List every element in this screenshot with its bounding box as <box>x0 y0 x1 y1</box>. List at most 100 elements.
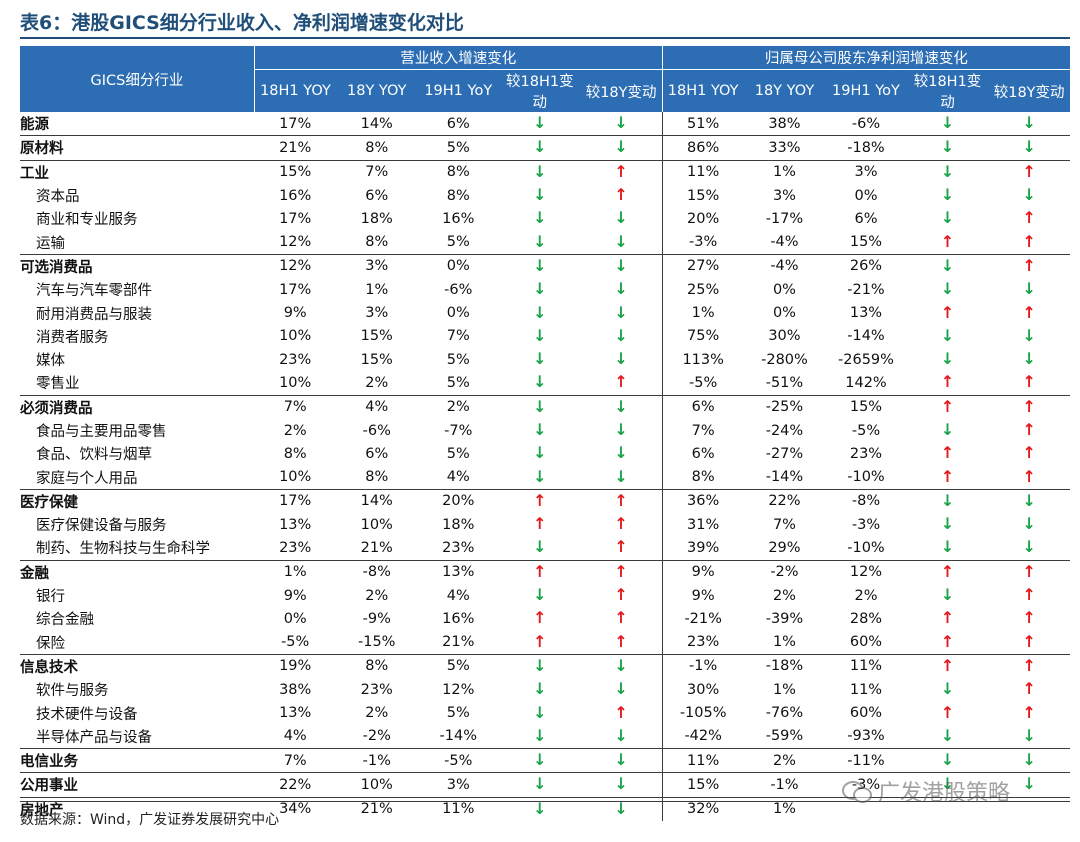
arrow-up-icon: ↑ <box>1022 679 1036 699</box>
table-row: 保险 -5% -15% 21% ↑ ↑ 23% 1% 60% ↑ ↑ <box>20 630 1070 655</box>
profit-growth-value: 30% <box>687 681 720 698</box>
arrow-down-icon: ↓ <box>614 113 628 133</box>
revenue-growth-value: 5% <box>417 135 500 161</box>
arrow-down-icon: ↓ <box>614 725 628 745</box>
revenue-growth-value: 10% <box>335 772 418 798</box>
corner-header: GICS细分行业 <box>20 46 255 112</box>
arrow-down-icon: ↓ <box>940 325 955 345</box>
profit-change-vs-18y: ↑ <box>988 253 1070 279</box>
revenue-change-vs-18y: ↑ <box>580 607 663 631</box>
arrow-down-icon: ↓ <box>1022 325 1036 345</box>
profit-growth-value: 7% <box>772 516 796 533</box>
table-row: 原材料 21% 8% 5% ↓ ↓ 86% 33% -18% ↓ ↓ <box>20 135 1070 161</box>
profit-growth-value: 8% <box>691 469 715 486</box>
revenue-growth-value: 23% <box>279 351 312 368</box>
arrow-up-icon: ↑ <box>1022 585 1036 605</box>
table-row: 零售业 10% 2% 5% ↓ ↑ -5% -51% 142% ↑ ↑ <box>20 371 1070 396</box>
industry-name: 制药、生物科技与生命科学 <box>36 541 210 558</box>
revenue-change-vs-18h1: ↓ <box>499 701 581 724</box>
profit-change-vs-18h1: ↓ <box>906 488 989 514</box>
industry-name: 半导体产品与设备 <box>36 729 152 746</box>
industry-name: 零售业 <box>36 376 80 393</box>
profit-growth-value: -11% <box>825 748 907 773</box>
revenue-change-vs-18y: ↑ <box>580 371 663 396</box>
profit-growth-value: -25% <box>743 394 826 419</box>
table-row: 半导体产品与设备 4% -2% -14% ↓ ↓ -42% -59% -93% ↓ ↓ <box>20 724 1070 749</box>
revenue-growth-value: 21% <box>442 634 475 651</box>
revenue-growth-value: 13% <box>417 559 500 584</box>
revenue-change-vs-18h1: ↓ <box>499 159 581 184</box>
column-header: 较18Y变动 <box>580 69 663 112</box>
profit-growth-value: -10% <box>847 539 885 556</box>
revenue-growth-value: 7% <box>446 328 470 345</box>
profit-change-vs-18y: ↑ <box>988 301 1070 324</box>
arrow-down-icon: ↓ <box>614 302 628 322</box>
revenue-change-vs-18y: ↑ <box>580 701 663 725</box>
profit-change-vs-18y: ↓ <box>988 112 1070 136</box>
profit-change-vs-18y: ↓ <box>988 748 1070 773</box>
revenue-growth-value: 10% <box>279 328 312 345</box>
revenue-growth-value: 5% <box>417 653 500 679</box>
table-row: 金融 1% -8% 13% ↑ ↑ 9% -2% 12% ↑ ↑ <box>20 559 1070 584</box>
arrow-down-icon: ↓ <box>614 208 628 228</box>
arrow-down-icon: ↓ <box>533 137 547 157</box>
profit-growth-value: -6% <box>851 115 881 132</box>
profit-change-vs-18h1: ↓ <box>907 419 989 442</box>
revenue-growth-value: 6% <box>446 115 470 132</box>
arrow-down-icon: ↓ <box>533 279 547 299</box>
arrow-down-icon: ↓ <box>614 774 628 794</box>
arrow-down-icon: ↓ <box>533 372 547 392</box>
profit-growth-value: 30% <box>768 328 801 345</box>
column-header: 18H1 YOY <box>662 69 744 112</box>
revenue-growth-value: 23% <box>360 681 393 698</box>
arrow-down-icon: ↓ <box>940 537 955 557</box>
arrow-up-icon: ↑ <box>614 372 628 392</box>
column-header: 较18H1变动 <box>499 69 581 112</box>
profit-growth-value: 11% <box>662 748 744 773</box>
column-header: 较18H1变动 <box>906 69 989 112</box>
revenue-growth-value: 15% <box>254 159 336 184</box>
table-row: 媒体 23% 15% 5% ↓ ↓ 113% -280% -2659% ↓ ↓ <box>20 347 1070 372</box>
revenue-change-vs-18y: ↓ <box>580 253 663 279</box>
revenue-change-vs-18h1: ↓ <box>499 325 581 348</box>
profit-growth-value: -2659% <box>838 351 894 368</box>
profit-change-vs-18h1: ↑ <box>907 371 989 395</box>
profit-growth-value: 113% <box>682 351 724 368</box>
table-row: 医疗保健设备与服务 13% 10% 18% ↑ ↑ 31% 7% -3% ↓ ↓ <box>20 513 1070 537</box>
table-row: 公用事业 22% 10% 3% ↓ ↓ 15% -1% -3% ↓ ↓ <box>20 772 1070 798</box>
arrow-down-icon: ↓ <box>940 255 955 275</box>
arrow-down-icon: ↓ <box>940 137 955 157</box>
arrow-up-icon: ↑ <box>1022 561 1036 581</box>
profit-change-vs-18y: ↓ <box>988 725 1070 749</box>
profit-growth-value: 0% <box>854 187 878 204</box>
profit-growth-value: 1% <box>772 681 796 698</box>
revenue-growth-value: 5% <box>446 445 470 462</box>
profit-growth-value: 2% <box>854 587 878 604</box>
arrow-down-icon: ↓ <box>1022 750 1036 770</box>
industry-name: 银行 <box>36 589 65 606</box>
profit-change-vs-18h1: ↑ <box>907 607 989 630</box>
revenue-growth-value: 8% <box>335 653 418 679</box>
arrow-down-icon: ↓ <box>1022 774 1036 794</box>
industry-name: 可选消费品 <box>20 253 255 279</box>
profit-change-vs-18h1: ↓ <box>907 725 989 749</box>
table-row: 可选消费品 12% 3% 0% ↓ ↓ 27% -4% 26% ↓ ↑ <box>20 253 1070 279</box>
profit-growth-value: 9% <box>691 587 715 604</box>
column-header: 18Y YOY <box>743 69 826 112</box>
profit-growth-value: 11% <box>825 653 907 679</box>
arrow-down-icon: ↓ <box>533 208 547 228</box>
industry-name: 金融 <box>20 559 255 584</box>
arrow-down-icon: ↓ <box>1022 349 1036 369</box>
arrow-down-icon: ↓ <box>614 137 628 157</box>
arrow-down-icon: ↓ <box>1022 137 1036 157</box>
industry-name: 运输 <box>36 235 65 252</box>
profit-change-vs-18y: ↓ <box>988 488 1070 514</box>
arrow-down-icon: ↓ <box>1022 514 1036 534</box>
industry-name: 消费者服务 <box>36 329 109 346</box>
revenue-growth-value: 14% <box>335 488 418 514</box>
arrow-up-icon: ↑ <box>614 185 628 205</box>
revenue-growth-value: 6% <box>365 187 389 204</box>
industry-name: 软件与服务 <box>36 683 109 700</box>
arrow-down-icon: ↓ <box>940 585 955 605</box>
arrow-up-icon: ↑ <box>940 231 955 251</box>
